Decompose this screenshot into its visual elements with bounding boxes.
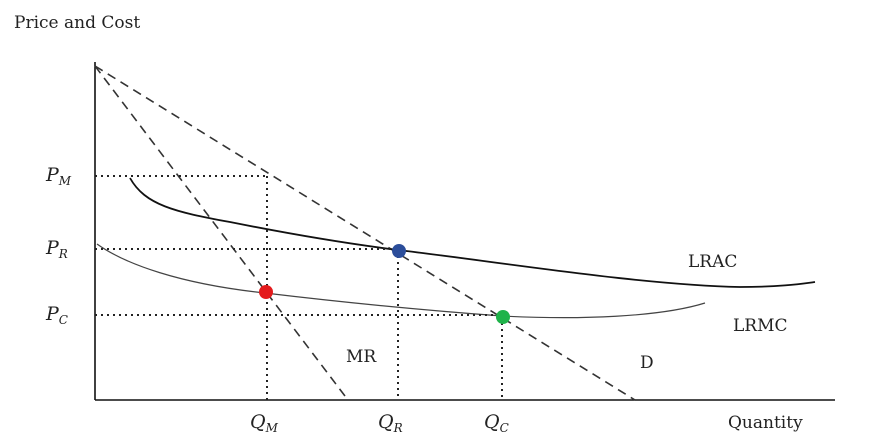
price-tick-pr: PR <box>45 237 68 261</box>
price-tick-pm: PM <box>45 164 72 188</box>
lrac-label: LRAC <box>688 252 737 272</box>
lrmc-label: LRMC <box>733 316 788 336</box>
monopoly-point <box>259 285 273 299</box>
demand-label: D <box>640 353 654 373</box>
demand-curve <box>94 65 636 401</box>
x-axis-title: Quantity <box>728 413 803 433</box>
mr-label: MR <box>346 347 377 367</box>
lrac-curve <box>129 177 816 288</box>
lrmc-curve <box>96 243 706 319</box>
price-tick-pc: PC <box>45 303 68 327</box>
quantity-tick-qc: QC <box>484 411 509 435</box>
y-axis-title: Price and Cost <box>14 13 140 33</box>
marginal-revenue-curve <box>94 65 349 401</box>
quantity-tick-qr: QR <box>378 411 403 435</box>
regulated-point <box>392 244 406 258</box>
competitive-point <box>496 310 510 324</box>
quantity-tick-qm: QM <box>250 411 279 435</box>
